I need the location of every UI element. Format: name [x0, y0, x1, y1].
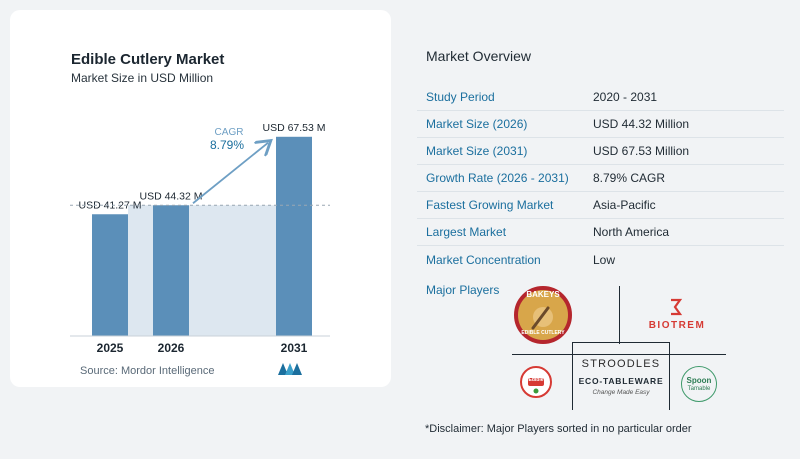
overview-label: Largest Market — [426, 225, 507, 239]
cagr-label: CAGR — [215, 127, 244, 138]
data-label-2031: USD 67.53 M — [262, 122, 325, 134]
overview-row: Market Size (2031) USD 67.53 Million — [417, 138, 784, 165]
bar-2031 — [276, 136, 312, 336]
bakeys-name: BAKEYS — [526, 290, 560, 299]
source-note: Source: Mordor Intelligence — [80, 365, 215, 377]
data-label-2025: USD 41.27 M — [78, 199, 141, 211]
stroodles-tagline: ECO-TABLEWARE — [578, 376, 664, 386]
overview-row: Fastest Growing Market Asia-Pacific — [417, 192, 784, 219]
disclaimer: *Disclaimer: Major Players sorted in no … — [425, 423, 692, 435]
bakeys-logo-icon — [514, 286, 572, 344]
logo-divider — [619, 286, 620, 344]
overview-table: Study Period 2020 - 2031 Market Size (20… — [417, 84, 784, 273]
overview-label: Growth Rate (2026 - 2031) — [426, 171, 569, 185]
overview-value: Asia-Pacific — [593, 198, 656, 212]
cagr-arrow — [192, 143, 268, 204]
overview-label: Market Size (2031) — [426, 144, 528, 158]
overview-value: Low — [593, 252, 616, 267]
bar-chart: USD 41.27 M 2025 USD 44.32 M 2026 USD 67.53 … — [70, 122, 330, 355]
overview-row: Largest Market North America — [417, 219, 784, 246]
overview-title: Market Overview — [426, 48, 532, 64]
overview-row: Growth Rate (2026 - 2031) 8.79% CAGR — [417, 165, 784, 192]
x-tick-2026: 2026 — [158, 341, 185, 355]
edible-logo — [519, 365, 553, 399]
bar-2025 — [92, 214, 128, 336]
logo-divider — [669, 342, 670, 410]
logo-divider — [572, 342, 573, 410]
bar-2026 — [153, 205, 189, 336]
edible-logo-text: Edible — [528, 377, 544, 383]
x-tick-2031: 2031 — [281, 341, 308, 355]
stroodles-slogan: Change Made Easy — [592, 389, 650, 396]
overview-row: Market Concentration Low — [417, 246, 784, 273]
cagr-value: 8.79% — [210, 138, 244, 152]
overview-label: Fastest Growing Market — [426, 198, 554, 212]
overview-row: Market Size (2026) USD 44.32 Million — [417, 111, 784, 138]
overview-label: Market Concentration — [426, 252, 541, 267]
projection-area — [189, 205, 276, 336]
biotrem-logo: BIOTREM — [648, 320, 706, 331]
mordor-logo-icon — [278, 363, 302, 375]
overview-label: Study Period — [426, 90, 495, 104]
overview-value: USD 44.32 Million — [593, 117, 690, 131]
bakeys-tagline: EDIBLE CUTLERY — [521, 330, 565, 336]
edible-logo-icon — [520, 366, 552, 398]
projection-area — [128, 205, 153, 336]
chart-title: Edible Cutlery Market — [71, 51, 225, 68]
logo-divider — [512, 354, 726, 355]
major-players-label: Major Players — [426, 283, 500, 297]
overview-row: Study Period 2020 - 2031 — [417, 84, 784, 111]
spoon-logo-text: Spoon — [686, 375, 712, 385]
overview-value: 2020 - 2031 — [593, 90, 658, 104]
overview-value: USD 67.53 Million — [593, 144, 690, 158]
overview-value: North America — [593, 225, 670, 239]
overview-value: 8.79% CAGR — [593, 171, 666, 185]
spoon-logo-subtext: Tamable — [687, 385, 711, 392]
logo-divider — [572, 342, 670, 343]
chart-subtitle: Market Size in USD Million — [71, 71, 214, 85]
stroodles-logo: STROODLES — [581, 358, 661, 370]
overview-label: Market Size (2026) — [426, 117, 528, 131]
bakeys-logo — [513, 285, 573, 345]
spoon-tamable-logo: Spoon Tamable — [681, 366, 717, 402]
biotrem-logo-icon — [671, 298, 683, 316]
x-tick-2025: 2025 — [97, 341, 124, 355]
data-label-2026: USD 44.32 M — [139, 190, 202, 202]
